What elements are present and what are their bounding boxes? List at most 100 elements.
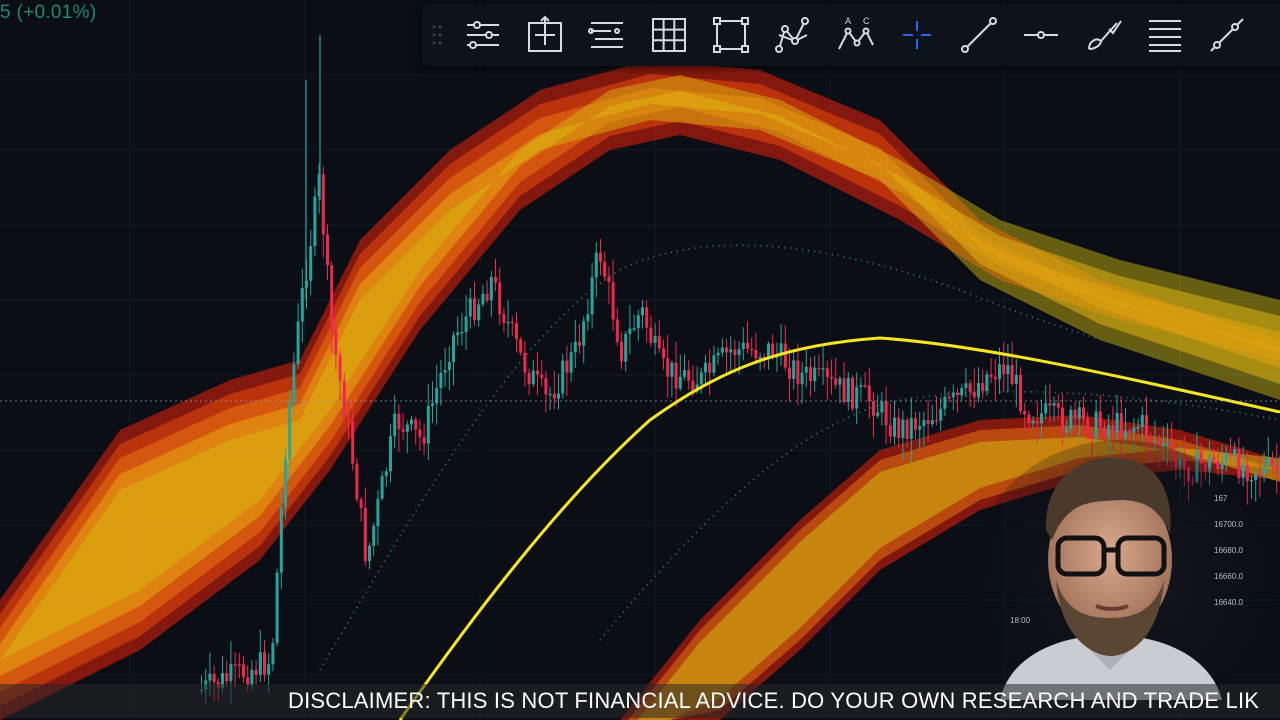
glasses <box>1055 535 1167 577</box>
abc-pattern-icon[interactable]: A C <box>824 4 886 66</box>
face <box>1048 482 1172 638</box>
text-lines-icon[interactable] <box>1134 4 1196 66</box>
candle-body <box>586 314 590 322</box>
trendline-settings-icon[interactable] <box>452 4 514 66</box>
mini-price-axis: 167 16700.0 16680.0 16660.0 16640.0 <box>1214 490 1274 650</box>
candle-body <box>578 341 581 346</box>
candle-body <box>1023 411 1027 415</box>
candle-body <box>725 347 728 353</box>
candle-body <box>695 384 699 392</box>
candle-body <box>1077 407 1081 419</box>
candle-body <box>624 333 628 362</box>
candle-body <box>221 673 224 688</box>
candle-body <box>426 405 430 444</box>
candle-body <box>271 643 275 665</box>
candle-body <box>397 413 401 430</box>
candle-body <box>800 372 804 385</box>
candle-body <box>481 293 485 305</box>
ray-icon[interactable] <box>1196 4 1258 66</box>
crosshair-icon[interactable] <box>886 4 948 66</box>
candle-body <box>750 348 754 351</box>
candle-body <box>393 413 397 437</box>
candle-body <box>321 174 325 235</box>
candle-body <box>279 507 283 573</box>
candle-body <box>439 372 443 389</box>
candle-body <box>737 348 741 356</box>
candle-body <box>1271 458 1274 466</box>
candle-body <box>401 429 405 432</box>
candle-body <box>636 315 640 329</box>
candle-body <box>683 370 686 377</box>
candle-body <box>981 383 985 392</box>
candle-body <box>515 323 518 340</box>
candle-body <box>468 298 472 317</box>
rectangle-icon[interactable] <box>700 4 762 66</box>
candle-body <box>788 367 791 379</box>
horizontal-line-icon[interactable] <box>1010 4 1072 66</box>
candle-body <box>473 298 476 321</box>
candle-body <box>590 277 594 315</box>
candle-body <box>1107 425 1111 438</box>
brush-icon[interactable] <box>1072 4 1134 66</box>
mini-time-label: 18:00 <box>1010 616 1031 625</box>
candle-body <box>901 419 905 438</box>
candle-body <box>275 572 279 644</box>
candle-body <box>1094 411 1098 438</box>
candle-body <box>485 293 489 301</box>
candle-body <box>296 321 300 365</box>
candle-body <box>657 335 661 349</box>
candle-body <box>1245 464 1249 482</box>
candle-body <box>687 370 691 381</box>
candle-body <box>1073 409 1077 419</box>
disclaimer-banner: DISCLAIMER: THIS IS NOT FINANCIAL ADVICE… <box>0 684 1280 718</box>
candle-body <box>842 378 846 402</box>
candle-body <box>1128 430 1132 433</box>
candle-body <box>250 669 254 685</box>
candle-body <box>1027 414 1031 424</box>
candle-body <box>1229 453 1232 455</box>
candle-body <box>754 349 758 359</box>
candle-body <box>1040 413 1043 424</box>
drag-handle-icon[interactable] <box>422 24 452 46</box>
candle-body <box>993 376 997 380</box>
candle-body <box>494 276 497 283</box>
grid-icon[interactable] <box>638 4 700 66</box>
candle-body <box>930 420 934 424</box>
candle-body <box>489 276 493 301</box>
candle-body <box>569 352 573 373</box>
move-crosshair-box-icon[interactable] <box>514 4 576 66</box>
candle-body <box>720 347 724 353</box>
candle-body <box>263 652 266 675</box>
candle-body <box>1010 365 1014 384</box>
candle-body <box>561 360 565 394</box>
candle-body <box>225 673 229 682</box>
disclaimer-text: DISCLAIMER: THIS IS NOT FINANCIAL ADVICE… <box>288 688 1260 713</box>
candle-body <box>699 372 703 385</box>
candle-body <box>447 362 451 370</box>
candle-body <box>1002 364 1006 374</box>
candle-body <box>565 360 569 373</box>
yellow-moving-average <box>398 336 1280 720</box>
candle-body <box>326 234 329 266</box>
candle-body <box>237 664 241 666</box>
candle-body <box>888 425 892 437</box>
ribbon-layer <box>628 425 1280 720</box>
candle-body <box>431 403 434 406</box>
candle-body <box>691 380 695 392</box>
candle-body <box>947 396 951 399</box>
candle-body <box>813 367 817 382</box>
candle-body <box>712 355 716 373</box>
candle-body <box>767 343 770 358</box>
candle-body <box>762 356 766 359</box>
candle-body <box>741 342 745 349</box>
candle-body <box>1233 449 1237 455</box>
fib-levels-icon[interactable] <box>576 4 638 66</box>
pattern-nodes-icon[interactable] <box>762 4 824 66</box>
candle-body <box>939 408 943 421</box>
candle-body <box>498 282 502 315</box>
candle-body <box>678 376 682 389</box>
candle-body <box>1119 412 1123 438</box>
candle-body <box>649 327 653 344</box>
trend-line-icon[interactable] <box>948 4 1010 66</box>
